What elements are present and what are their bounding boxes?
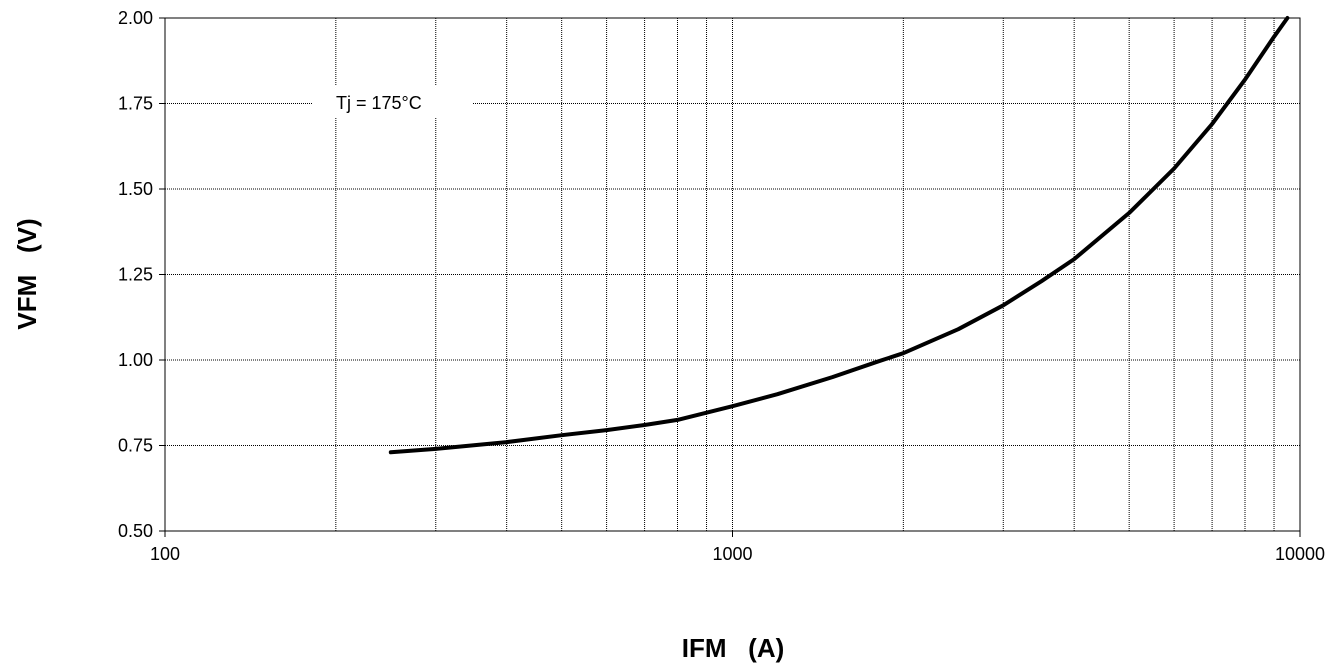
y-tick-label: 2.00 — [118, 8, 153, 28]
x-tick-label: 10000 — [1275, 544, 1325, 564]
series-layer — [388, 16, 1290, 455]
y-tick-label: 1.00 — [118, 350, 153, 370]
x-tick-label: 1000 — [712, 544, 752, 564]
annotation: Tj = 175°C — [312, 86, 472, 118]
x-tick-label: 100 — [150, 544, 180, 564]
x-axis-title: IFM (A) — [682, 633, 785, 663]
grid-lines — [165, 18, 1300, 531]
y-tick-label: 1.50 — [118, 179, 153, 199]
y-tick-label: 0.50 — [118, 521, 153, 541]
annotation-text: Tj = 175°C — [336, 93, 422, 113]
axis-ticks: 0.50 0.75 1.00 1.25 1.50 1.75 2.00 100 1000 10000 — [118, 8, 1325, 564]
annotation-background — [312, 86, 472, 118]
y-tick-label: 1.75 — [118, 94, 153, 114]
y-tick-label: 1.25 — [118, 265, 153, 285]
y-axis-title: VFM (V) — [12, 218, 42, 329]
y-tick-label: 0.75 — [118, 436, 153, 456]
series-line — [388, 16, 1290, 455]
